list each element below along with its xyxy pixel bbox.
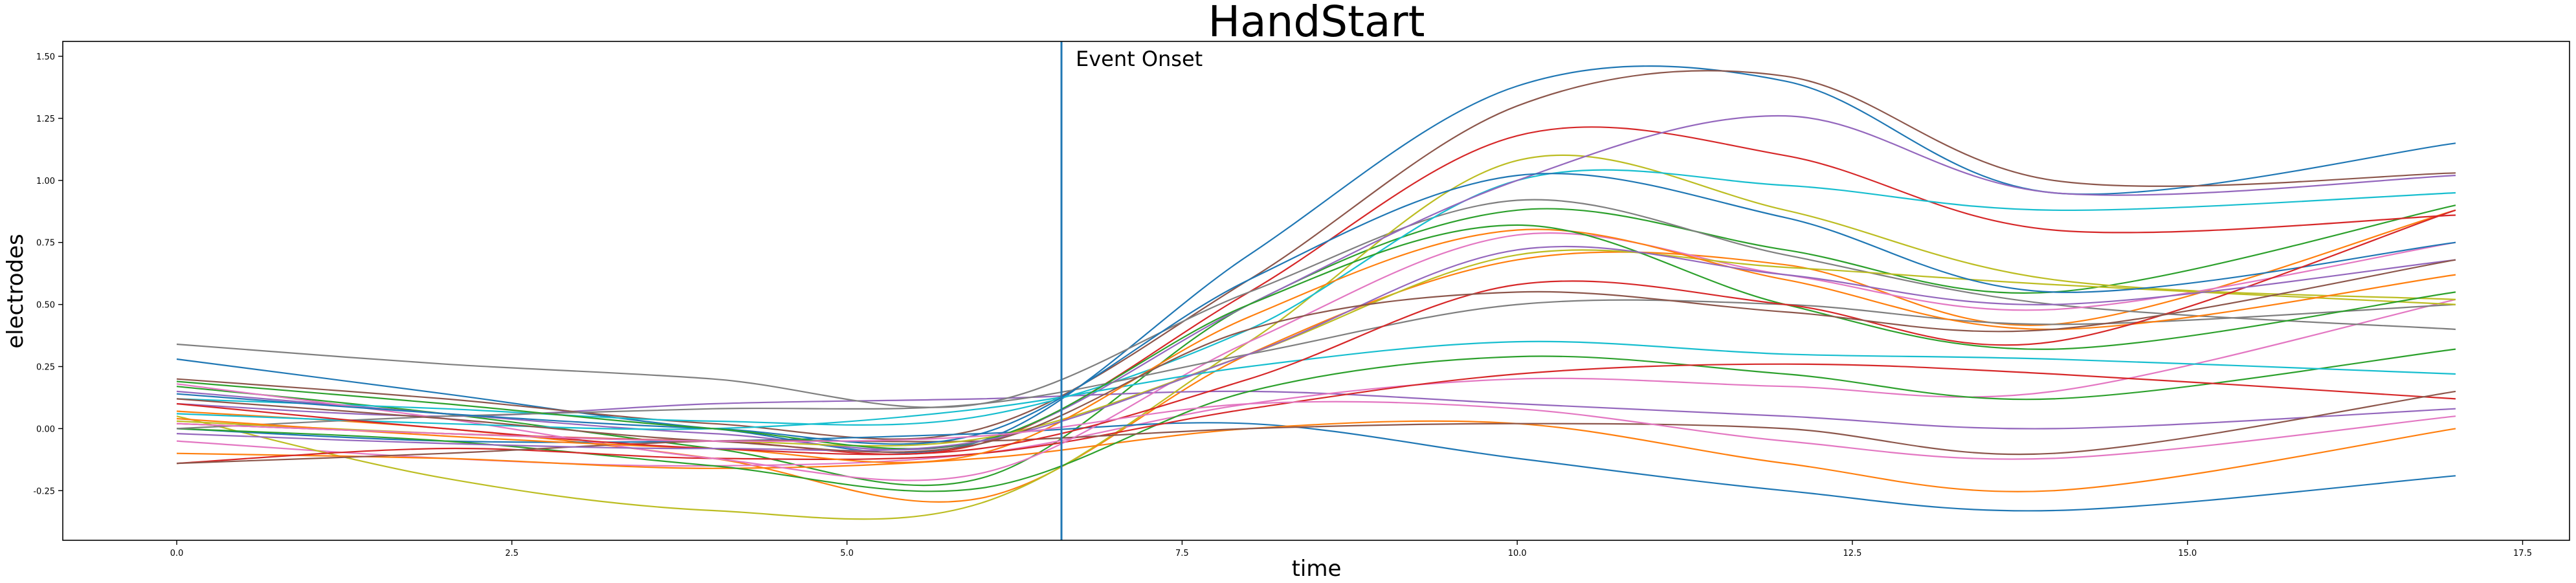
y-tick-label: 0.25 bbox=[36, 362, 55, 372]
series-line-14 bbox=[176, 363, 2456, 465]
y-tick-label: 1.00 bbox=[36, 177, 55, 186]
series-line-17 bbox=[176, 232, 2456, 481]
series-line-26 bbox=[176, 259, 2456, 453]
y-tick-label: 1.25 bbox=[36, 115, 55, 124]
series-line-16 bbox=[176, 390, 2456, 465]
series-line-8 bbox=[176, 199, 2456, 408]
series-layer bbox=[176, 65, 2456, 520]
x-tick-label: 15.0 bbox=[2178, 549, 2197, 558]
x-tick-label: 7.5 bbox=[1175, 549, 1189, 558]
series-line-23 bbox=[176, 224, 2456, 450]
event-onset-label: Event Onset bbox=[1076, 47, 1203, 71]
series-line-25 bbox=[176, 245, 2456, 452]
series-line-9 bbox=[176, 154, 2456, 520]
x-axis: 0.0 2.5 5.0 7.5 10.0 12.5 15.0 17.5 bbox=[170, 540, 2532, 558]
y-tick-label: 0.75 bbox=[36, 239, 55, 248]
y-tick-label: 0.50 bbox=[36, 301, 55, 311]
series-line-21 bbox=[176, 173, 2456, 445]
chart-title: HandStart bbox=[1208, 0, 1425, 47]
series-line-27 bbox=[176, 401, 2456, 460]
x-tick-label: 10.0 bbox=[1508, 549, 1527, 558]
series-line-11 bbox=[176, 422, 2456, 512]
x-axis-label: time bbox=[1292, 556, 1342, 582]
x-tick-label: 17.5 bbox=[2513, 549, 2532, 558]
y-tick-label: 1.50 bbox=[36, 52, 55, 62]
series-line-6 bbox=[176, 70, 2456, 440]
series-line-15 bbox=[176, 115, 2456, 451]
x-tick-label: 12.5 bbox=[1843, 549, 1861, 558]
y-tick-label: 0.00 bbox=[36, 424, 55, 434]
series-line-13 bbox=[176, 348, 2456, 492]
event-layer: Event Onset bbox=[1060, 41, 1203, 540]
x-tick-label: 2.5 bbox=[505, 549, 518, 558]
y-tick-label: -0.25 bbox=[33, 487, 55, 496]
series-line-22 bbox=[176, 228, 2456, 463]
y-axis: -0.25 0.00 0.25 0.50 0.75 1.00 1.25 1.50 bbox=[33, 52, 63, 496]
x-tick-label: 5.0 bbox=[840, 549, 854, 558]
x-tick-label: 0.0 bbox=[170, 549, 184, 558]
y-axis-label: electrodes bbox=[3, 234, 28, 349]
plot-area-frame bbox=[62, 41, 2570, 541]
series-line-2 bbox=[176, 209, 2456, 503]
